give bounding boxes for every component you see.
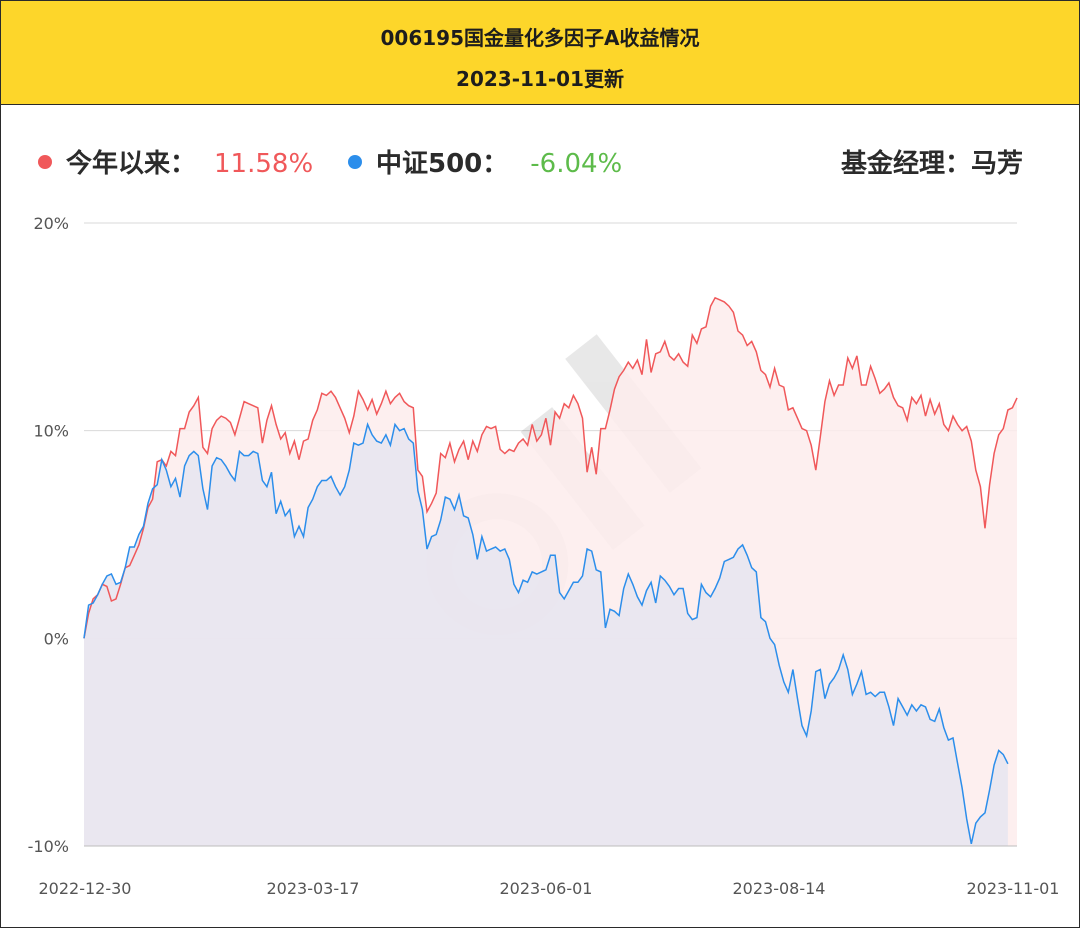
legend-fund-label: 今年以来： <box>66 149 197 179</box>
legend-fund-dot <box>38 154 52 169</box>
legend-index-label: 中证500： <box>376 149 509 179</box>
index-area <box>84 424 1008 846</box>
fund-line <box>83 296 1018 639</box>
y-tick-label: -10% <box>28 837 69 856</box>
legend-fund-value: 11.58% <box>214 149 314 179</box>
fund-manager: 基金经理：马芳 <box>840 149 1023 179</box>
legend-index-dot <box>348 154 362 169</box>
index-line <box>83 422 1009 845</box>
y-tick-label: 20% <box>33 214 69 233</box>
x-tick-label: 2022-12-30 <box>39 879 132 898</box>
x-tick-label: 2023-11-01 <box>967 879 1060 898</box>
legend-index-value: -6.04% <box>530 149 623 179</box>
x-tick-label: 2023-08-14 <box>733 879 826 898</box>
legend-fund: 今年以来： 11.58% <box>38 143 313 179</box>
chart-header: 006195国金量化多因子A收益情况 2023-11-01更新 <box>1 1 1079 105</box>
x-tick-label: 2023-06-01 <box>500 879 593 898</box>
legend-index: 中证500： -6.04% <box>348 143 622 179</box>
y-tick-label: 0% <box>44 629 69 648</box>
chart-subtitle: 2023-11-01更新 <box>456 67 624 91</box>
y-tick-label: 10% <box>33 422 69 441</box>
chart-title: 006195国金量化多因子A收益情况 <box>380 26 700 50</box>
x-tick-label: 2023-03-17 <box>267 879 360 898</box>
